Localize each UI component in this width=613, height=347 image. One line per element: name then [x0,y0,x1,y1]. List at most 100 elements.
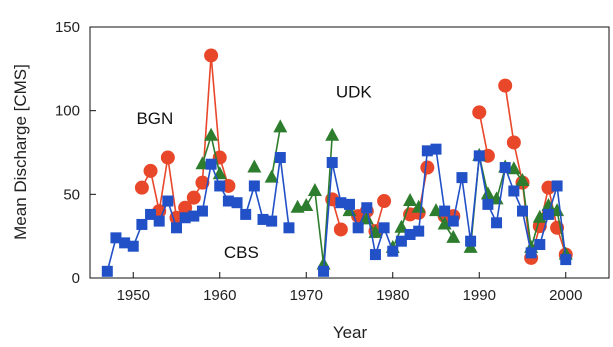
series-bgn-line [478,112,489,156]
series-udk-point [325,127,340,141]
y-axis-title: Mean Discharge [CMS] [11,64,30,240]
series-cbs-point [326,157,338,169]
series-bgn-point [377,194,392,209]
x-tick-label: 1960 [203,287,236,304]
series-udk-point [204,127,219,141]
series-cbs-point [413,225,425,237]
y-tick-label: 50 [63,186,80,203]
series-cbs-point [404,228,416,240]
series-bgn-point [195,175,210,190]
series-cbs-point [465,235,477,247]
series-cbs-point [145,208,157,220]
series-cbs-point [482,198,494,210]
x-axis-title: Year [333,323,368,342]
series-cbs-point [352,222,364,234]
series-cbs-point [456,172,468,184]
series-bgn-point [134,180,149,195]
series-udk-point [247,159,262,173]
x-tick-label: 1950 [117,287,150,304]
series-cbs-point [196,205,208,217]
series-cbs-point [430,143,442,155]
series-udk-point [299,198,314,212]
series-udk-point [480,186,495,200]
y-tick-label: 150 [55,19,80,36]
series-cbs [101,143,572,277]
series-cbs-point [266,215,278,227]
series-udk-point [446,229,461,243]
series-label-udk: UDK [336,82,373,101]
series-cbs-point [508,185,520,197]
series-cbs-point [248,180,260,192]
series-bgn-point [143,163,158,178]
series-cbs-point [171,222,182,234]
y-tick-label: 0 [72,270,80,287]
series-cbs-point [222,195,234,207]
series-udk-point [541,198,556,212]
series-cbs-point [421,145,433,157]
series-cbs-point [179,212,191,224]
x-tick-label: 1990 [463,287,496,304]
series-bgn-point [472,105,487,120]
series-cbs-point [274,152,286,164]
series-cbs-point [369,249,381,261]
y-tick-label: 100 [55,103,80,120]
series-cbs-point [318,265,330,277]
series-udk-point [307,182,322,196]
series-layer [101,48,573,277]
series-bgn-point [333,222,348,237]
series-udk-point [359,211,374,225]
series-cbs-point [188,210,200,222]
y-axis: 0 50 100 150 [55,19,96,287]
series-cbs-point [447,215,459,227]
plot-frame [89,26,610,279]
series-cbs-point [387,245,399,257]
series-udk-point [515,172,530,186]
series-cbs-point [283,222,295,234]
series-udk-point [264,169,279,183]
series-bgn-point [506,135,521,150]
series-cbs-point [136,218,148,230]
series-bgn-point [420,160,435,175]
series-udk-point [403,193,418,207]
series-cbs-point [214,180,226,192]
series-cbs-point [534,239,546,251]
x-tick-label: 1970 [290,287,323,304]
x-axis: 1950 1960 1970 1980 1990 2000 [117,272,582,304]
series-udk-point [411,199,426,213]
x-tick-label: 1980 [376,287,409,304]
series-cbs-point [473,150,485,162]
x-tick-label: 2000 [549,287,582,304]
series-label-bgn: BGN [136,109,173,128]
series-cbs-point [101,265,113,277]
series-cbs-point [491,217,503,229]
series-label-cbs: CBS [224,243,259,262]
series-cbs-point [153,215,165,227]
series-cbs-point [127,240,139,252]
series-cbs-point [560,254,572,266]
series-cbs-point [525,247,537,259]
series-cbs-point [205,158,217,170]
series-cbs-point [378,222,390,234]
series-bgn-point [160,150,175,165]
series-cbs-point [499,162,511,174]
series-cbs-point [110,232,122,244]
series-annotations: BGN UDK CBS [136,82,372,262]
series-cbs-point [395,235,407,247]
series-cbs-point [542,208,554,220]
series-bgn-point [186,190,201,205]
series-cbs-point [335,197,347,209]
series-cbs-point [119,237,131,249]
series-bgn-point [498,78,513,93]
series-bgn-point [204,48,219,63]
series-cbs-point [517,205,528,217]
series-udk-point [273,119,288,133]
series-cbs-point [551,180,563,192]
series-cbs-point [257,213,269,225]
series-cbs-point [162,195,174,207]
series-cbs-point [361,202,373,214]
series-cbs-point [344,198,355,210]
series-cbs-point [439,205,451,217]
series-cbs-point [231,197,243,209]
series-cbs-point [240,208,252,220]
